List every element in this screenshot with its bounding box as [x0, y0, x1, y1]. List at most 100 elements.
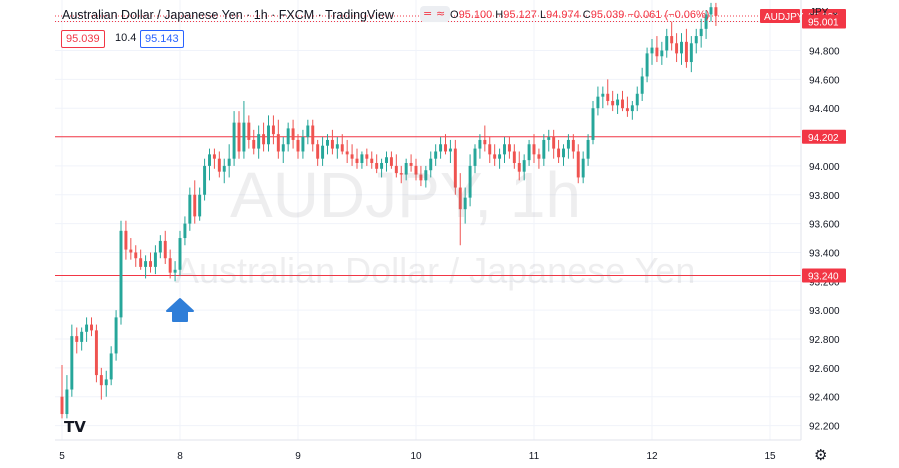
- candle-body: [684, 41, 688, 63]
- candle-body: [557, 148, 561, 158]
- candle-body: [119, 230, 123, 318]
- candle-body: [655, 47, 659, 57]
- candle-body: [85, 324, 89, 332]
- candle-body: [488, 144, 492, 155]
- candle-body: [296, 139, 300, 152]
- candle-body: [434, 151, 438, 159]
- candle-body: [301, 137, 305, 152]
- candle-body: [330, 139, 334, 149]
- candle-body: [458, 187, 462, 210]
- candle-body: [124, 230, 128, 250]
- price-tick-label: 92.400: [809, 393, 840, 404]
- candle-body: [439, 144, 443, 152]
- candle-body: [198, 194, 202, 217]
- candle-body: [281, 144, 285, 152]
- symbol-tag: AUDJPY: [764, 12, 804, 23]
- candle-body: [532, 144, 536, 155]
- candle-body: [419, 174, 423, 181]
- ask-price-tag: 95.001: [808, 17, 839, 28]
- candle-body: [453, 148, 457, 188]
- candle-body: [227, 158, 231, 166]
- indicator-toggle[interactable]: = ≈: [420, 6, 450, 22]
- candle-body: [114, 317, 118, 354]
- currency-selector[interactable]: JPY ⌄: [810, 7, 840, 18]
- candle-body: [537, 154, 541, 159]
- candle-body: [409, 163, 413, 166]
- time-tick-label: 8: [177, 451, 183, 462]
- candle-body: [448, 148, 452, 152]
- candle-body: [635, 93, 639, 106]
- candle-body: [149, 261, 152, 267]
- spread-value: 10.4: [115, 32, 137, 44]
- candle-body: [507, 144, 511, 152]
- candle-body: [350, 154, 354, 159]
- price-tick-label: 92.600: [809, 364, 840, 375]
- candle-body: [552, 137, 556, 149]
- candle-body: [208, 154, 211, 166]
- candle-body: [463, 197, 467, 210]
- candle-body: [134, 252, 138, 259]
- candle-body: [60, 396, 64, 415]
- candle-body: [493, 154, 497, 159]
- candle-body: [193, 194, 197, 217]
- candle-body: [286, 128, 290, 145]
- candle-body: [380, 163, 384, 169]
- candle-body: [212, 154, 216, 159]
- time-axis[interactable]: 5 8 9 10 11 12 15: [59, 451, 776, 462]
- price-tick-label: 93.800: [809, 191, 840, 202]
- candle-body: [163, 240, 167, 259]
- tradingview-logo: TV: [64, 418, 86, 436]
- candle-body: [276, 134, 280, 152]
- time-tick-label: 11: [529, 451, 540, 462]
- candle-body: [173, 269, 177, 273]
- buy-price-button[interactable]: 95.143: [140, 30, 184, 48]
- level-price-tag-bg: [802, 268, 846, 283]
- candle-body: [178, 238, 182, 270]
- candle-body: [129, 249, 133, 253]
- candle-body: [625, 108, 629, 112]
- candle-body: [104, 379, 108, 386]
- candle-body: [188, 194, 192, 224]
- candle-body: [144, 261, 148, 267]
- candle-body: [566, 139, 570, 149]
- candle-body: [586, 139, 590, 159]
- time-tick-label: 15: [764, 451, 776, 462]
- price-tick-label: 94.800: [809, 46, 840, 57]
- ask-price-tag-bg: [802, 14, 846, 29]
- candle-body: [345, 151, 349, 155]
- gear-icon[interactable]: ⚙: [814, 446, 828, 464]
- candle-body: [237, 122, 241, 152]
- horizontal-levels[interactable]: [55, 15, 801, 277]
- candle-body: [675, 43, 679, 54]
- candle-body: [326, 139, 329, 146]
- candle-body: [306, 125, 310, 138]
- candle-body: [694, 36, 698, 44]
- sell-price-button[interactable]: 95.039: [61, 30, 105, 48]
- candle-body: [242, 122, 246, 152]
- ohlc-readout: O95.100 H95.127 L94.974 C95.039 −0.061 (…: [450, 9, 710, 21]
- candle-body: [291, 128, 295, 140]
- candle-body: [689, 43, 693, 63]
- price-axis[interactable]: 92.200 92.400 92.600 92.800 93.000 93.200 93.4…: [809, 18, 840, 433]
- candle-body: [99, 375, 103, 386]
- candle-body: [444, 144, 447, 152]
- price-tick-label: 94.400: [809, 104, 840, 115]
- price-tick-label: 94.600: [809, 75, 840, 86]
- candle-body: [375, 163, 379, 169]
- time-tick-label: 5: [59, 451, 65, 462]
- candle-body: [429, 158, 433, 171]
- candle-body: [360, 154, 364, 164]
- candle-body: [576, 151, 580, 178]
- candle-body: [503, 144, 506, 155]
- candle-body: [714, 7, 718, 16]
- candle-body: [340, 144, 344, 152]
- minus-icon: =: [423, 7, 433, 20]
- watermark-name: Australian Dollar / Japanese Yen: [175, 250, 696, 291]
- symbol-tag-bg: [760, 9, 800, 24]
- candle-body: [385, 157, 388, 164]
- candle-body: [468, 165, 472, 198]
- candle-body: [399, 173, 403, 175]
- candle-body: [473, 148, 477, 166]
